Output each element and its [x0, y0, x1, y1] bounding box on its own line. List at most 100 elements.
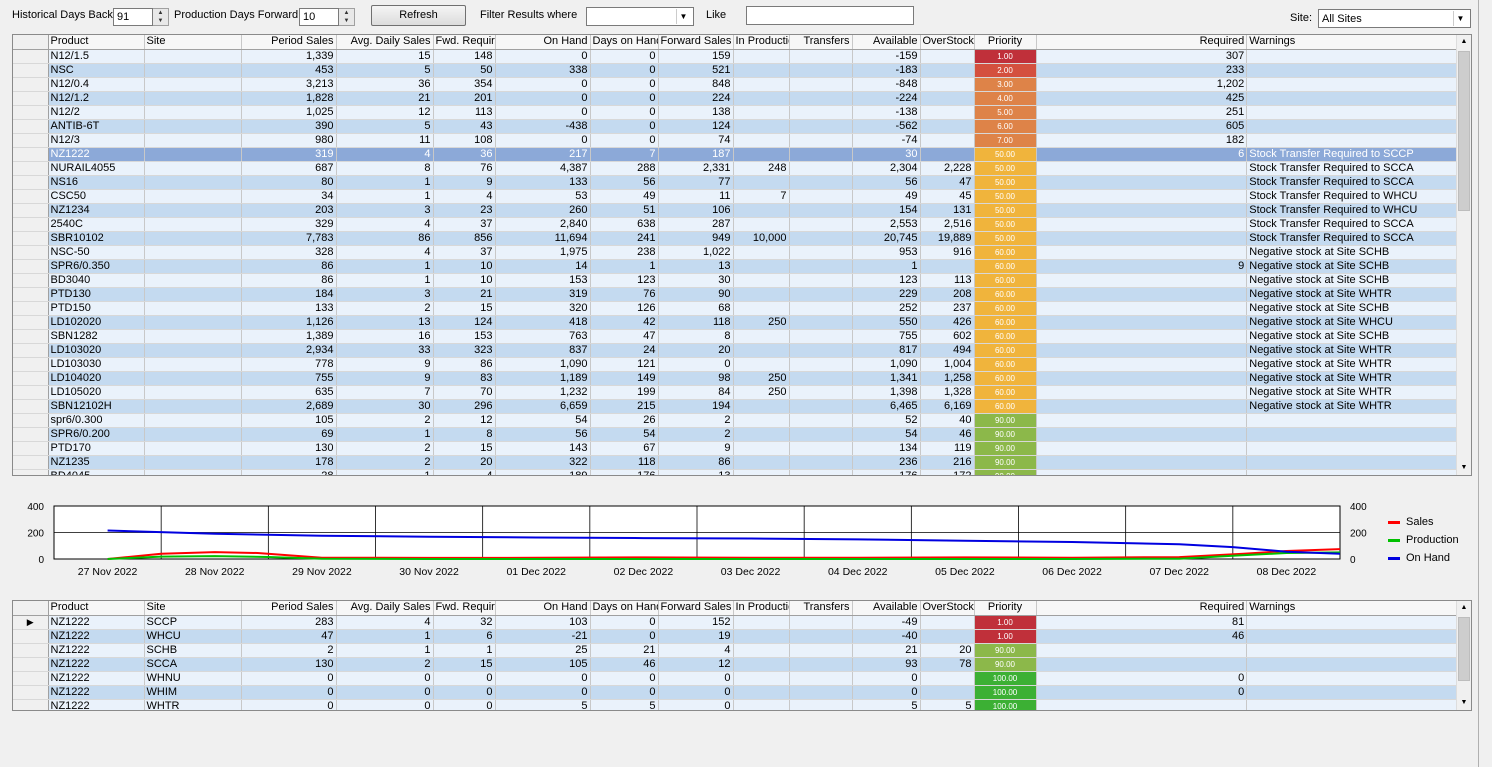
table-row[interactable]: spr6/0.300 105 2 12 54 26 2 52 40 90.00 [13, 413, 1458, 428]
row-selector[interactable] [13, 175, 49, 190]
table-row[interactable]: ANTIB-6T 390 5 43 -438 0 124 -562 6.00 605 [13, 119, 1458, 134]
scroll-up-icon[interactable]: ▲ [1460, 604, 1468, 611]
table-row[interactable]: NS16 80 1 9 133 56 77 56 47 50.00 Stock Transfer R… [13, 175, 1458, 190]
table-row[interactable]: NZ1222 SCHB 2 1 1 25 21 4 21 20 90.00 [13, 643, 1458, 658]
row-selector[interactable] [13, 287, 49, 302]
table-row[interactable]: PTD150 133 2 15 320 126 68 252 237 60.00 Negative … [13, 301, 1458, 316]
row-selector[interactable] [13, 63, 49, 78]
table-row[interactable]: NZ1235 178 2 20 322 118 86 236 216 90.00 [13, 455, 1458, 470]
column-header[interactable]: Site [144, 35, 242, 50]
column-header[interactable]: Avg. Daily Sales [336, 35, 434, 50]
column-header[interactable]: Period Sales [241, 35, 337, 50]
row-selector[interactable] [13, 371, 49, 386]
scroll-down-icon[interactable]: ▼ [1460, 699, 1468, 706]
column-header[interactable]: Fwd. Requirement [433, 35, 496, 50]
table-row[interactable]: NZ1222 WHNU 0 0 0 0 0 0 0 100.00 0 [13, 671, 1458, 686]
column-header[interactable]: Product [48, 35, 145, 50]
row-selector[interactable] [13, 385, 49, 400]
row-selector[interactable] [13, 217, 49, 232]
column-header[interactable]: Warnings [1246, 35, 1458, 50]
table-row[interactable]: SBR10102 7,783 86 856 11,694 241 949 10,000 20,7… [13, 231, 1458, 246]
row-selector[interactable] [13, 273, 49, 288]
table-row[interactable]: NURAIL4055 687 8 76 4,387 288 2,331 248 2,304 2,2… [13, 161, 1458, 176]
table-row[interactable]: LD104020 755 9 83 1,189 149 98 250 1,341 1,258 60.… [13, 371, 1458, 386]
production-days-input[interactable]: 10 [299, 8, 339, 26]
column-header[interactable]: OverStocked [920, 601, 975, 616]
table-row[interactable]: LD105020 635 7 70 1,232 199 84 250 1,398 1,328 60.… [13, 385, 1458, 400]
table-row[interactable]: 2540C 329 4 37 2,840 638 287 2,553 2,516 50.00 Sto… [13, 217, 1458, 232]
row-selector[interactable] [13, 147, 49, 162]
row-selector[interactable] [13, 427, 49, 442]
table-row[interactable]: BD4045 28 1 4 189 176 13 176 172 90.00 [13, 469, 1458, 475]
scroll-down-icon[interactable]: ▼ [1460, 464, 1468, 471]
column-header[interactable]: Required [1036, 35, 1248, 50]
row-selector[interactable] [13, 671, 49, 686]
row-selector[interactable] [13, 685, 49, 700]
column-header[interactable]: Fwd. Requirement [433, 601, 496, 616]
historical-days-input[interactable]: 91 [113, 8, 153, 26]
table-row[interactable]: N12/2 1,025 12 113 0 0 138 -138 5.00 251 [13, 105, 1458, 120]
row-selector[interactable] [13, 657, 49, 672]
row-selector[interactable] [13, 413, 49, 428]
chevron-down-icon[interactable]: ▼ [1453, 11, 1467, 26]
table-row[interactable]: ▶ NZ1222 SCCP 283 4 32 103 0 152 -49 1.00 81 [13, 615, 1458, 630]
row-selector[interactable] [13, 231, 49, 246]
column-header[interactable]: Period Sales [241, 601, 337, 616]
production-days-stepper[interactable]: ▲ ▼ [339, 8, 355, 26]
column-header[interactable]: On Hand [495, 601, 591, 616]
down-arrow-icon[interactable]: ▼ [343, 18, 350, 24]
row-selector[interactable] [13, 455, 49, 470]
column-header[interactable]: OverStocked [920, 35, 975, 50]
column-header[interactable]: Priority [974, 35, 1037, 50]
site-select[interactable]: All Sites ▼ [1318, 9, 1471, 28]
row-selector[interactable] [13, 203, 49, 218]
column-header[interactable]: Transfers [789, 601, 853, 616]
table-row[interactable]: SBN1282 1,389 16 153 763 47 8 755 602 60.00 Negati… [13, 329, 1458, 344]
bottom-grid-scrollbar[interactable]: ▲ ▼ [1456, 601, 1471, 710]
row-selector[interactable] [13, 161, 49, 176]
table-row[interactable]: N12/1.5 1,339 15 148 0 0 159 -159 1.00 307 [13, 49, 1458, 64]
table-row[interactable]: SBN12102H 2,689 30 296 6,659 215 194 6,465 6,169… [13, 399, 1458, 414]
table-row[interactable]: NZ1222 WHIM 0 0 0 0 0 0 0 100.00 0 [13, 685, 1458, 700]
up-arrow-icon[interactable]: ▲ [157, 10, 164, 16]
row-selector[interactable] [13, 245, 49, 260]
row-selector[interactable] [13, 119, 49, 134]
refresh-button[interactable]: Refresh [371, 5, 466, 26]
table-row[interactable]: LD102020 1,126 13 124 418 42 118 250 550 426 60.00… [13, 315, 1458, 330]
down-arrow-icon[interactable]: ▼ [157, 18, 164, 24]
column-header[interactable]: On Hand [495, 35, 591, 50]
table-row[interactable]: NZ1222 SCCA 130 2 15 105 46 12 93 78 90.00 [13, 657, 1458, 672]
column-header[interactable]: Days on Hand [590, 601, 659, 616]
row-selector[interactable]: ▶ [13, 615, 49, 630]
table-row[interactable]: NZ1222 WHTR 0 0 0 5 5 0 5 5 100.00 [13, 699, 1458, 710]
table-row[interactable]: LD103030 778 9 86 1,090 121 0 1,090 1,004 60.00 Ne… [13, 357, 1458, 372]
row-selector[interactable] [13, 357, 49, 372]
row-selector[interactable] [13, 77, 49, 92]
row-selector[interactable] [13, 399, 49, 414]
like-input[interactable] [746, 6, 914, 25]
row-selector[interactable] [13, 301, 49, 316]
table-row[interactable]: NZ1234 203 3 23 260 51 106 154 131 50.00 Stock Tra… [13, 203, 1458, 218]
scroll-thumb[interactable] [1458, 51, 1470, 211]
column-header[interactable]: Transfers [789, 35, 853, 50]
table-row[interactable]: NZ1222 WHCU 47 1 6 -21 0 19 -40 1.00 46 [13, 629, 1458, 644]
table-row[interactable]: N12/3 980 11 108 0 0 74 -74 7.00 182 [13, 133, 1458, 148]
row-selector[interactable] [13, 315, 49, 330]
column-header[interactable]: Forward Sales [658, 601, 734, 616]
column-header[interactable]: Required [1036, 601, 1248, 616]
column-header[interactable]: Days on Hand [590, 35, 659, 50]
row-selector[interactable] [13, 189, 49, 204]
site-detail-grid[interactable]: Product Site Period Sales Avg. Daily Sales F… [12, 600, 1472, 711]
column-header[interactable]: Avg. Daily Sales [336, 601, 434, 616]
column-header[interactable]: Available [852, 601, 921, 616]
scroll-up-icon[interactable]: ▲ [1460, 38, 1468, 45]
row-selector[interactable] [13, 699, 49, 710]
row-selector[interactable] [13, 643, 49, 658]
product-summary-grid[interactable]: Product Site Period Sales Avg. Daily Sales F… [12, 34, 1472, 476]
table-row[interactable]: SPR6/0.350 86 1 10 14 1 13 1 60.00 9 Negative stoc… [13, 259, 1458, 274]
table-row[interactable]: LD103020 2,934 33 323 837 24 20 817 494 60.00 Nega… [13, 343, 1458, 358]
column-header[interactable]: Available [852, 35, 921, 50]
row-selector[interactable] [13, 343, 49, 358]
row-selector[interactable] [13, 469, 49, 475]
table-row[interactable]: NSC-50 328 4 37 1,975 238 1,022 953 916 60.00 Nega… [13, 245, 1458, 260]
